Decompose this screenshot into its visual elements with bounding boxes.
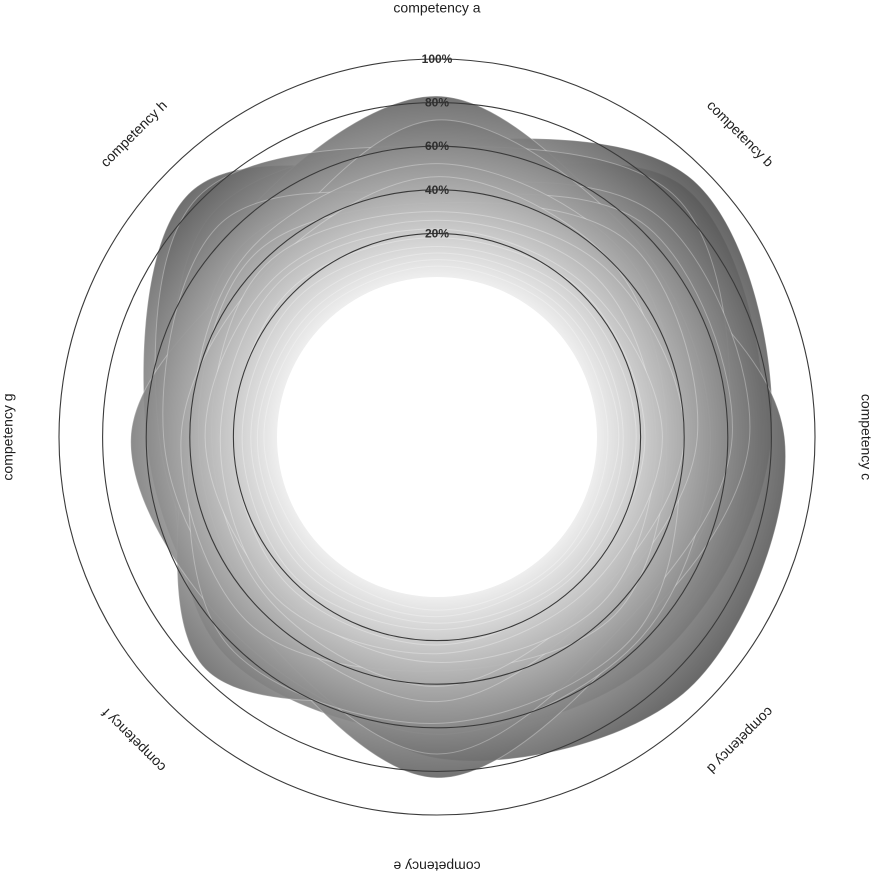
axis-label-competency-f: competency f [98,705,168,775]
axis-label-competency-d: competency d [704,704,777,777]
grid-ring-80 [102,102,772,772]
axis-label-competency-g: competency g [0,393,16,480]
axis-label-competency-h: competency h [97,97,170,170]
grid-rings [58,58,816,816]
grid-ring-100 [58,58,816,816]
tick-label-80: 80% [425,96,449,110]
grid-ring-40 [189,189,685,685]
axis-label-competency-c: competency c [858,394,874,480]
radial-tick-labels: 20% 40% 60% 80% 100% [422,52,453,240]
tick-label-100: 100% [422,52,453,66]
tick-label-60: 60% [425,139,449,153]
tick-label-20: 20% [425,226,449,240]
axis-label-competency-b: competency b [704,97,777,170]
axis-label-competency-a: competency a [393,0,480,16]
axis-label-competency-e: competency e [393,858,480,874]
grid-ring-20 [232,232,642,642]
inner-hole [277,277,597,597]
tick-label-40: 40% [425,183,449,197]
grid-ring-60 [145,145,729,729]
